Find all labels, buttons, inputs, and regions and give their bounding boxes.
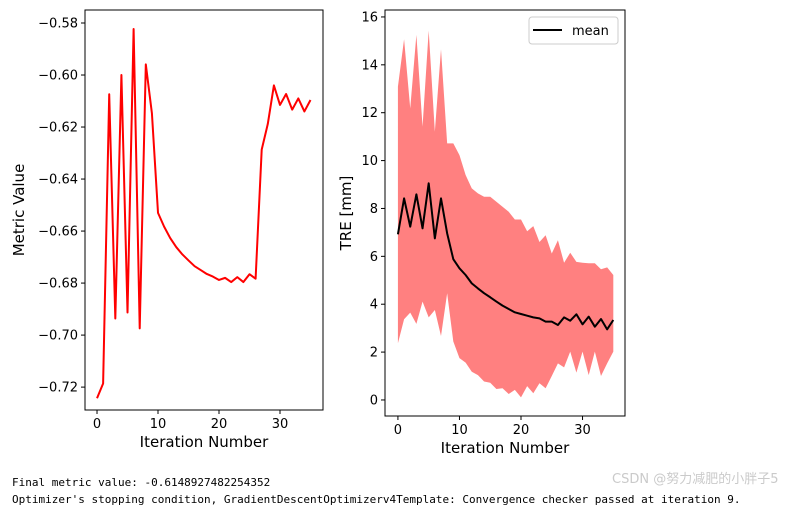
legend: mean <box>528 16 619 45</box>
y-tick-label: −0.72 <box>38 381 78 396</box>
legend-label-mean: mean <box>572 24 609 39</box>
x-axis-label: Iteration Number <box>140 433 269 451</box>
series-line-metric <box>96 27 312 399</box>
x-tick-label: 20 <box>513 423 530 438</box>
x-tick-label: 10 <box>150 417 167 432</box>
x-tick-label: 30 <box>574 423 591 438</box>
legend-box <box>528 16 619 45</box>
x-tick-label: 10 <box>451 423 468 438</box>
y-axis-label: Metric Value <box>10 164 28 257</box>
y-tick-label: 0 <box>370 393 378 408</box>
y-tick-label: 2 <box>370 346 378 361</box>
metric-value-axes: 0 10 20 30 −0.72 −0.70 −0.68 −0.66 −0.64 −0.62 −0.… <box>10 9 324 451</box>
x-tick-label: 30 <box>272 417 289 432</box>
series-line-mean <box>396 182 615 331</box>
figure: 0 10 20 30−0.72−0.70−0.68−0.66−0.64−0.62−0.… <box>10 9 626 457</box>
std-band <box>397 30 614 398</box>
y-tick-label: 8 <box>370 202 378 217</box>
y-tick-label: 6 <box>370 250 378 265</box>
watermark: CSDN @努力减肥的小胖子5 <box>612 472 779 487</box>
tre-axes: 0 10 20 30 0 2 4 6 8 10 12 14 16 Iteration Number TRE … <box>337 9 626 457</box>
axes-frame <box>84 9 324 411</box>
x-tick-label: 20 <box>211 417 228 432</box>
y-tick-label: −0.68 <box>38 277 78 292</box>
y-tick-label: −0.70 <box>38 329 78 344</box>
y-tick-label: 12 <box>361 106 378 121</box>
y-tick-label: 4 <box>370 298 378 313</box>
y-tick-label: −0.64 <box>38 173 78 188</box>
axes-frame <box>384 9 626 417</box>
y-axis-label: TRE [mm] <box>337 176 355 252</box>
y-tick-label: −0.58 <box>38 17 78 32</box>
y-tick-label: −0.66 <box>38 225 78 240</box>
final-metric-text: Final metric value: -0.6148927482254352 <box>12 476 271 489</box>
stopping-condition-text: Optimizer's stopping condition, Gradient… <box>12 493 741 506</box>
y-tick-label: 10 <box>361 154 378 169</box>
y-tick-label: −0.62 <box>38 121 78 136</box>
y-tick-label: −0.60 <box>38 69 78 84</box>
y-tick-label: 16 <box>361 10 378 25</box>
y-tick-label: 14 <box>361 58 378 73</box>
x-tick-label: 0 <box>93 417 101 432</box>
x-axis-label: Iteration Number <box>441 439 570 457</box>
x-tick-label: 0 <box>394 423 402 438</box>
